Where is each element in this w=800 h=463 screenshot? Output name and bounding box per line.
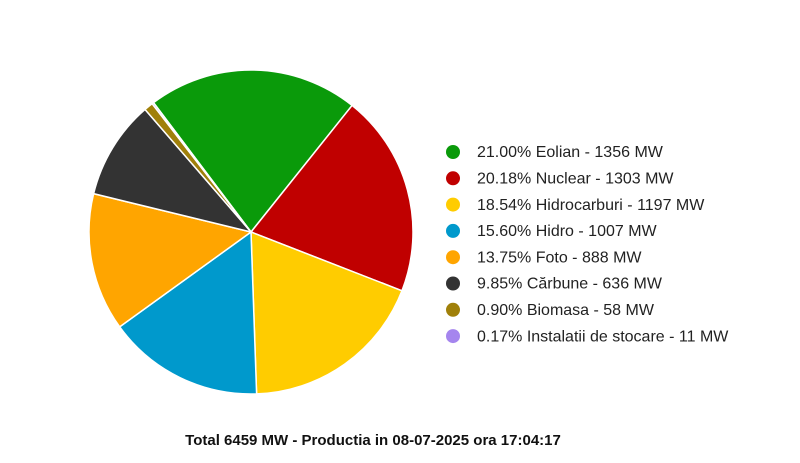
pie-slice [249,104,414,292]
legend-entry: 13.75% Foto - 888 MW [477,249,642,266]
legend-swatch [446,250,460,265]
pie-slice [92,108,254,234]
legend-entry: 0.90% Biomasa - 58 MW [477,302,655,319]
legend-swatch [446,145,460,159]
legend-entry: 18.54% Hidrocarburi - 1197 MW [477,197,705,214]
legend-entry: 21.00% Eolian - 1356 MW [477,144,664,161]
chart-title: Total 6459 MW - Productia in 08-07-2025 … [185,432,561,449]
legend-swatch [446,223,460,238]
legend-swatch [446,302,460,317]
pie-slice [151,101,252,233]
legend-entry: 20.18% Nuclear - 1303 MW [477,171,674,188]
legend-swatch [446,171,460,186]
pie-slice [118,230,258,395]
legend-entry: 9.85% Cărbune - 636 MW [477,276,663,293]
pie-slice [152,69,354,234]
legend-entry: 15.60% Hidro - 1007 MW [477,223,658,240]
legend-swatch [446,329,460,344]
pie-slice [250,230,403,395]
legend-swatch [446,276,460,291]
pie-slice [88,192,253,328]
legend-entry: 0.17% Instalatii de stocare - 11 MW [477,328,729,345]
legend-swatch [446,197,460,212]
